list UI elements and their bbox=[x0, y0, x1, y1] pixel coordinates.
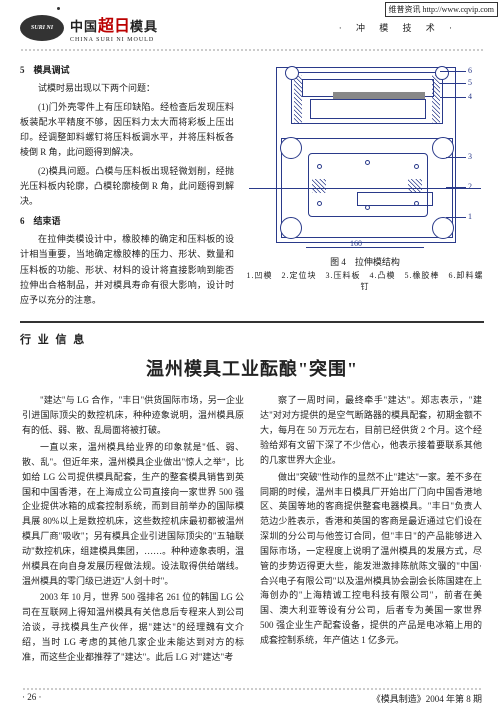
brand-red: 超日 bbox=[98, 18, 130, 35]
lead-4: 4 bbox=[468, 92, 472, 101]
left-column: 5 模具调试 试模时易出现以下两个问题： (1)门外壳零件上有压印缺陷。经检查后… bbox=[20, 59, 234, 311]
section-divider bbox=[20, 321, 484, 323]
section-5-intro: 试模时易出现以下两个问题： bbox=[20, 81, 234, 96]
article-p4: 察了一周时间，最终牵手"建达"。郑志表示，"建达"对对方提供的是空气断路器的模具… bbox=[260, 393, 482, 467]
watermark: 维普资讯 http://www.cqvip.com bbox=[385, 2, 498, 17]
lead-2: 2 bbox=[468, 182, 472, 191]
main-content: 5 模具调试 试模时易出现以下两个问题： (1)门外壳零件上有压印缺陷。经检查后… bbox=[0, 59, 504, 311]
journal-ref: 《模具制造》2004 年第 8 期 bbox=[372, 692, 482, 705]
figure-4-diagram: 6 5 4 3 2 1 160 bbox=[250, 61, 480, 249]
lead-1: 1 bbox=[468, 212, 472, 221]
logo-icon: SURI NI bbox=[20, 15, 64, 41]
article-p5: 做出"突破"性动作的显然不止"建达"一家。差不多在同期的时候，温州丰日模具厂开始… bbox=[260, 470, 482, 648]
header-divider bbox=[20, 49, 484, 51]
article-p1: "建达"与 LG 合作，"丰日"供货国际市场，另一企业引进国际顶尖的数控机床，种… bbox=[22, 393, 244, 438]
lead-3: 3 bbox=[468, 152, 472, 161]
brand-en: CHINA SURI NI MOULD bbox=[70, 37, 158, 43]
figure-legend: 1.凹模 2.定位块 3.压料板 4.凸模 5.橡胶棒 6.卸料螺钉 bbox=[246, 270, 484, 292]
logo: SURI NI 中国超日模具 CHINA SURI NI MOULD bbox=[20, 12, 158, 43]
industry-label: 行 业 信 息 bbox=[20, 331, 484, 347]
figure-caption: 图 4 拉伸模结构 bbox=[330, 255, 400, 268]
article-p2: 一直以来，温州模具给业界的印象就是"低、弱、散、乱"。但近年来，温州模具企业做出… bbox=[22, 440, 244, 588]
article-p3: 2003 年 10 月，世界 500 强排名 261 位的韩国 LG 公司在互联… bbox=[22, 590, 244, 664]
lead-5: 5 bbox=[468, 78, 472, 87]
section-6-p1: 在拉伸类模设计中，橡胶棒的确定和压料板的设计相当重要，当地确定橡胶棒的压力、形状… bbox=[20, 232, 234, 308]
brand-suffix: 模具 bbox=[130, 19, 158, 34]
lead-6: 6 bbox=[468, 66, 472, 75]
article-body: "建达"与 LG 合作，"丰日"供货国际市场，另一企业引进国际顶尖的数控机床，种… bbox=[0, 393, 504, 664]
page-number: · 26 · bbox=[22, 692, 42, 705]
section-5-p2: (2)模具问题。凸模与压料板出现轻微划削，经抛光压料板内轮廓，凸模轮廓棱倒 R … bbox=[20, 164, 234, 210]
section-5-p1: (1)门外壳零件上有压印缺陷。经检查后发现压料板装配水平精度不够，因压料力太大而… bbox=[20, 100, 234, 161]
right-column: 6 5 4 3 2 1 160 图 4 拉伸模结构 1.凹模 2.定位块 3.压… bbox=[246, 59, 484, 311]
article-title: 温州模具工业酝酿"突围" bbox=[0, 355, 504, 381]
brand-prefix: 中国 bbox=[70, 19, 98, 34]
section-5-title: 5 模具调试 bbox=[20, 63, 234, 78]
header-right-label: · 冲 模 技 术 · bbox=[339, 21, 484, 34]
section-6-title: 6 结束语 bbox=[20, 214, 234, 229]
brand-cn: 中国超日模具 bbox=[70, 12, 158, 36]
page-footer: · 26 · 《模具制造》2004 年第 8 期 bbox=[0, 692, 504, 705]
